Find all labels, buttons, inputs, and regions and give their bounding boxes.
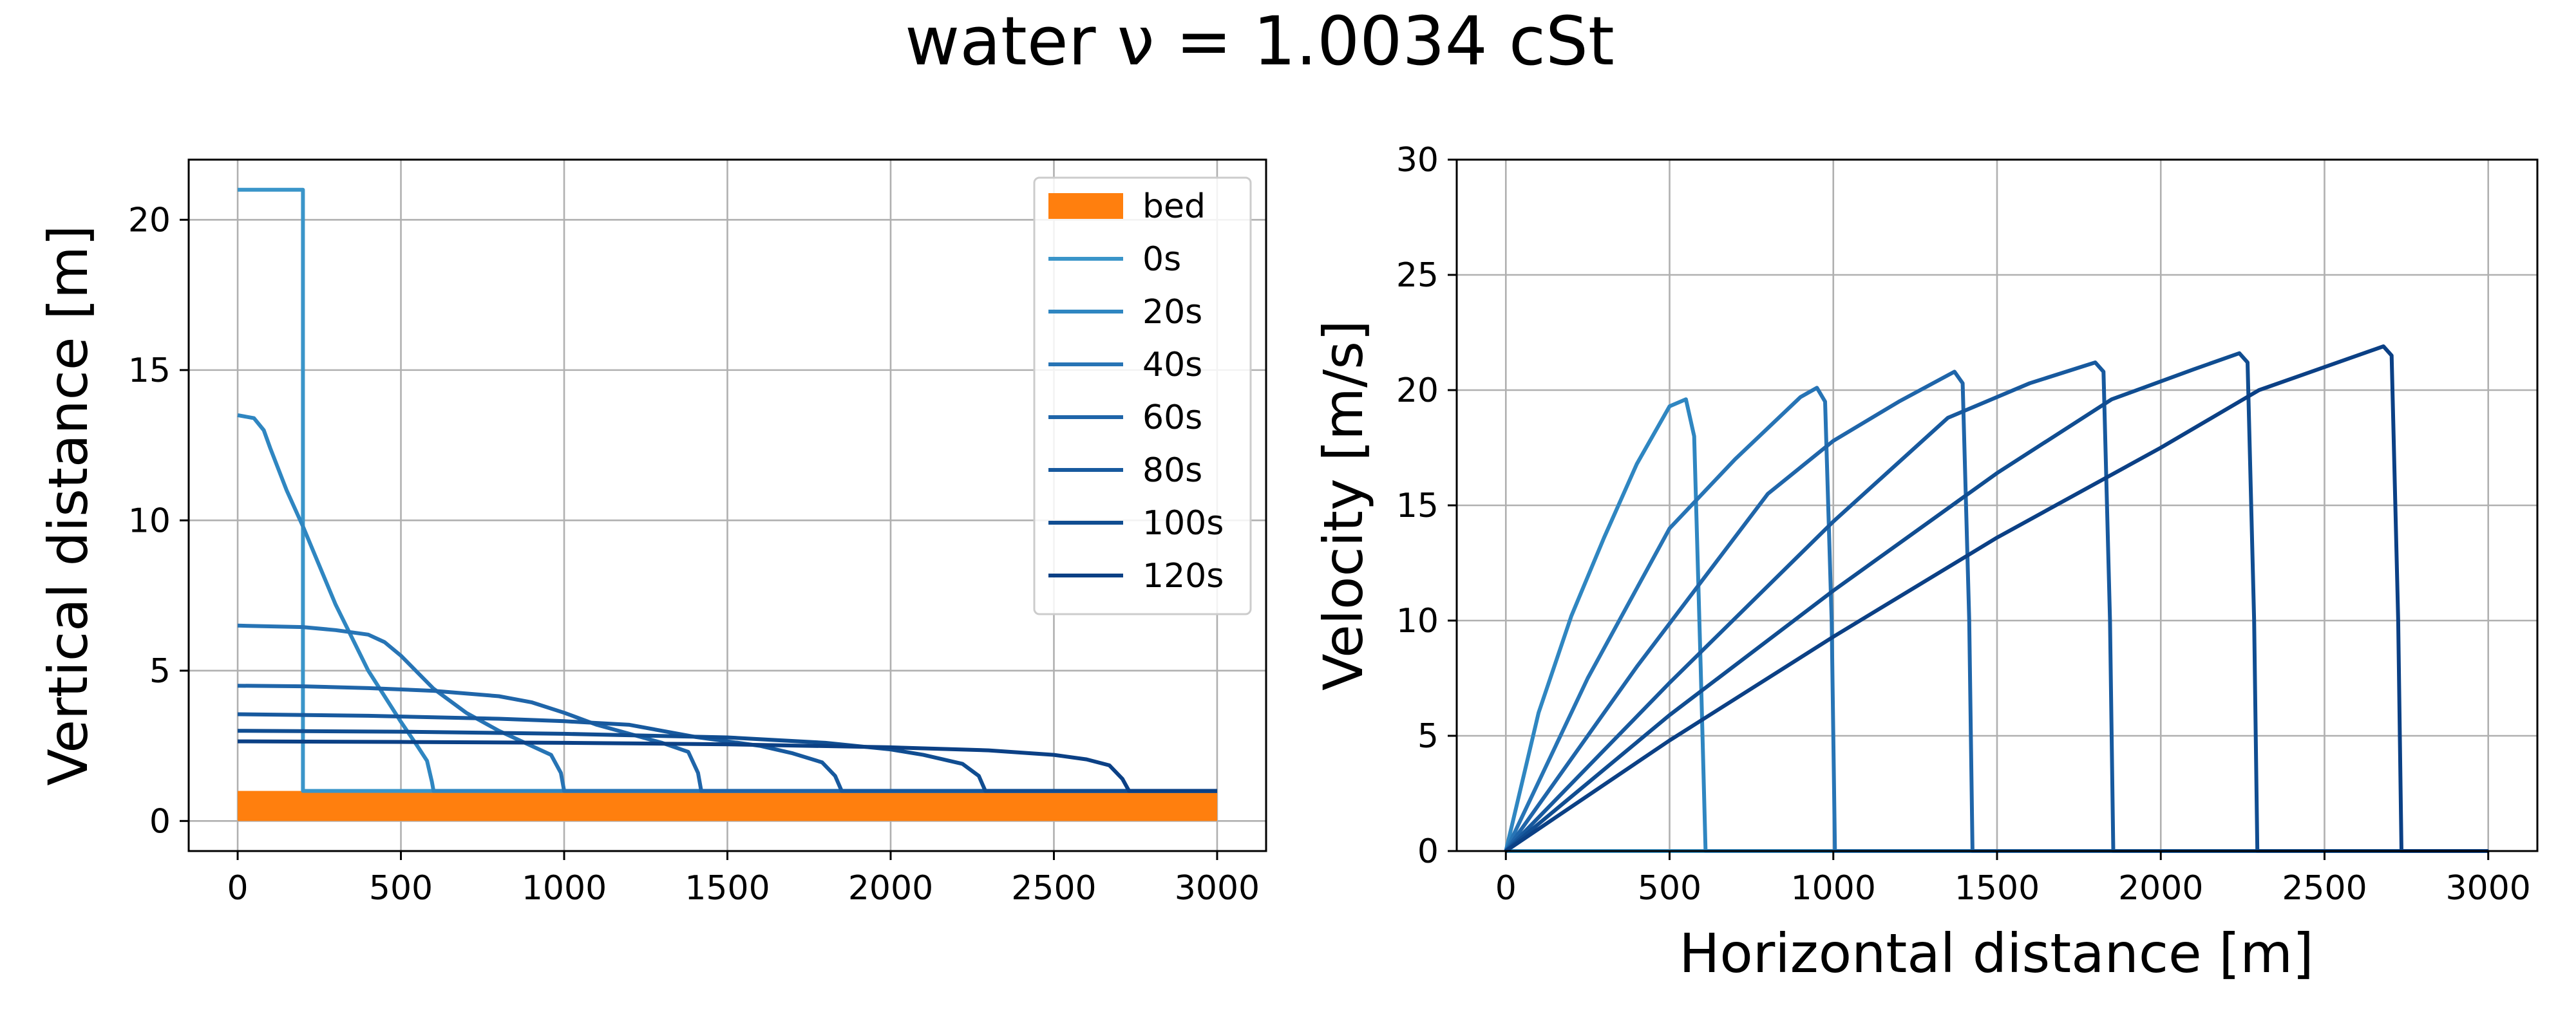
left-x-tick-label: 2000 — [848, 869, 933, 908]
right-y-tick-label: 25 — [1396, 256, 1439, 295]
left-y-tick-label: 15 — [128, 351, 171, 390]
legend-label: 60s — [1142, 398, 1202, 437]
left-series-120s — [237, 739, 1217, 793]
right-series-80s — [1504, 360, 2488, 853]
right-y-tick-label: 0 — [1417, 832, 1439, 871]
left-y-axis-label: Vertical distance [m] — [37, 225, 100, 785]
right-x-tick-label: 2500 — [2282, 869, 2367, 908]
right-series-100s — [1504, 351, 2488, 853]
left-x-tick-label: 0 — [227, 869, 248, 908]
right-series-lines — [1504, 344, 2488, 853]
legend-label: 40s — [1142, 346, 1202, 384]
legend: bed 0s 20s 40s 60s 80s 100s 120s — [1033, 176, 1252, 615]
right-y-axis-label: Velocity [m/s] — [1312, 320, 1375, 691]
left-series-80s — [237, 712, 1217, 793]
legend-label: 100s — [1142, 504, 1224, 543]
right-series-20s — [1504, 397, 2488, 853]
right-series-40s — [1504, 386, 2488, 853]
left-axis-ticks: 0 500 1000 1500 2000 2500 3000 0 5 10 15 20 — [128, 201, 1260, 908]
right-x-tick-label: 3000 — [2446, 869, 2531, 908]
right-chart: 0 500 1000 1500 2000 2500 3000 0 5 10 15 20 25 30 Vel… — [1312, 141, 2539, 985]
left-y-tick-label: 10 — [128, 501, 171, 540]
legend-swatch-bed — [1048, 193, 1123, 219]
right-y-tick-label: 10 — [1396, 602, 1439, 641]
legend-label: bed — [1142, 187, 1206, 226]
right-y-tick-label: 15 — [1396, 487, 1439, 525]
right-x-tick-label: 1000 — [1791, 869, 1876, 908]
left-x-tick-label: 1000 — [522, 869, 607, 908]
right-y-tick-label: 5 — [1417, 717, 1439, 756]
left-x-tick-label: 500 — [369, 869, 433, 908]
right-y-tick-label: 20 — [1396, 371, 1439, 410]
figure-title: water ν = 1.0034 cSt — [905, 2, 1615, 80]
right-x-tick-label: 1500 — [1955, 869, 2040, 908]
legend-label: 80s — [1142, 451, 1202, 490]
left-series-20s — [237, 413, 1217, 793]
left-chart: 0 500 1000 1500 2000 2500 3000 0 5 10 15 20 Vertica… — [37, 158, 1267, 908]
right-y-tick-label: 30 — [1396, 141, 1439, 180]
left-x-tick-label: 1500 — [685, 869, 770, 908]
right-axis-ticks: 0 500 1000 1500 2000 2500 3000 0 5 10 15 20 25 30 — [1396, 141, 2531, 908]
left-series-100s — [237, 729, 1217, 793]
left-series-lines — [237, 187, 1217, 793]
legend-label: 0s — [1142, 240, 1181, 279]
left-x-tick-label: 3000 — [1175, 869, 1260, 908]
left-y-tick-label: 5 — [149, 652, 171, 691]
left-y-tick-label: 20 — [128, 201, 171, 239]
right-series-120s — [1504, 344, 2488, 853]
legend-label: 20s — [1142, 293, 1202, 332]
legend-box — [1033, 176, 1252, 615]
legend-label: 120s — [1142, 557, 1224, 595]
left-series-60s — [237, 684, 1217, 793]
left-y-tick-label: 0 — [149, 802, 171, 841]
right-x-tick-label: 0 — [1495, 869, 1517, 908]
left-bed-layer — [238, 791, 1217, 821]
right-x-tick-label: 500 — [1638, 869, 1701, 908]
right-series-60s — [1504, 370, 2488, 853]
bed-bar — [238, 791, 1217, 821]
left-series-40s — [237, 623, 1217, 793]
right-x-axis-label: Horizontal distance [m] — [1679, 922, 2314, 985]
right-x-tick-label: 2000 — [2118, 869, 2203, 908]
left-x-tick-label: 2500 — [1011, 869, 1096, 908]
